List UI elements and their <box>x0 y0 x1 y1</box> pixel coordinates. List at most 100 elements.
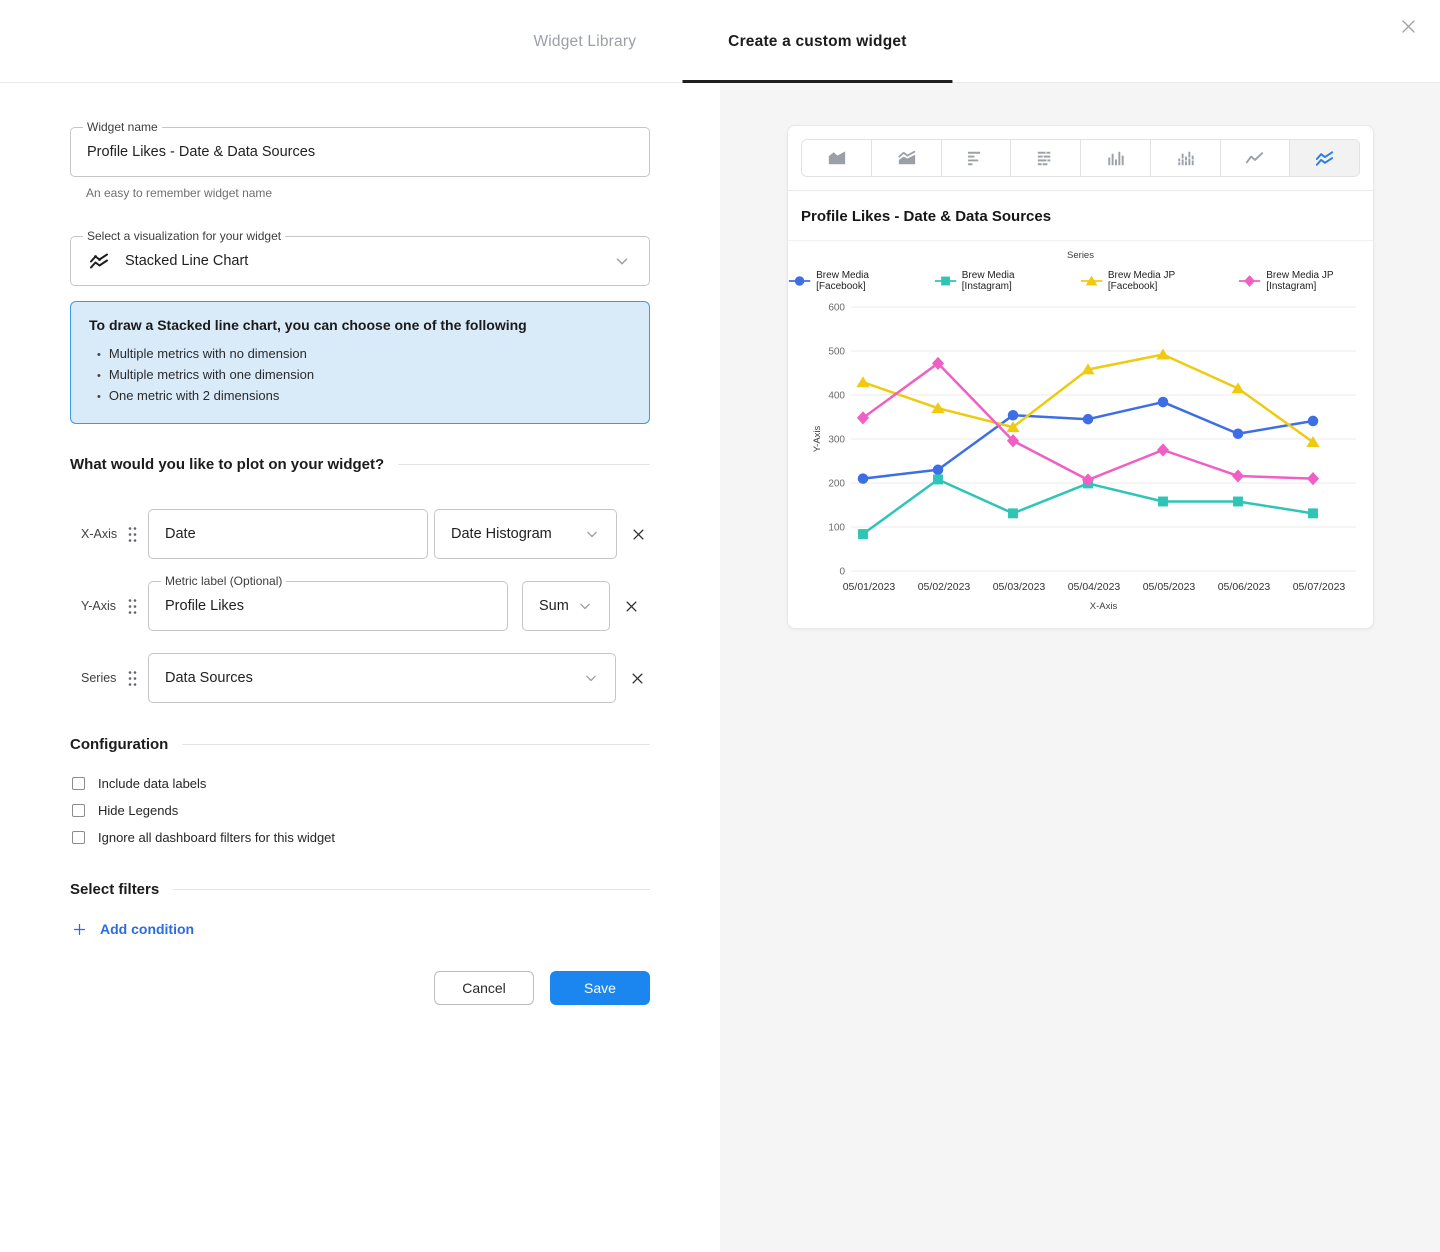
x-axis-label: X-Axis <box>81 527 118 541</box>
legend-marker-icon <box>934 276 956 286</box>
horizontal-bar-chart-icon <box>964 147 987 170</box>
legend-item[interactable]: Brew Media [Facebook] <box>788 270 910 292</box>
svg-text:05/05/2023: 05/05/2023 <box>1143 581 1196 593</box>
x-axis-field[interactable]: Date <box>148 509 428 559</box>
visualization-select[interactable]: Select a visualization for your widget S… <box>70 229 650 286</box>
close-icon[interactable] <box>1390 8 1426 44</box>
column-chart-button[interactable] <box>1081 140 1151 176</box>
data-point <box>1306 436 1320 448</box>
area-chart-icon <box>825 147 848 170</box>
info-box-title: To draw a Stacked line chart, you can ch… <box>89 317 527 333</box>
y-axis-aggregation-select[interactable]: Sum <box>522 581 610 631</box>
configuration-title: Configuration <box>70 736 169 753</box>
svg-text:600: 600 <box>828 303 845 314</box>
checkbox-icon <box>72 830 85 844</box>
stacked-horizontal-bar-chart-button[interactable] <box>1011 140 1081 176</box>
column-chart-icon <box>1104 147 1127 170</box>
y-axis-label: Y-Axis <box>81 599 116 613</box>
chevron-down-icon <box>582 524 602 544</box>
data-point <box>1006 421 1020 433</box>
checkbox-include-data-labels[interactable]: Include data labels <box>70 773 650 793</box>
data-point <box>932 464 944 476</box>
stacked-line-chart-icon <box>1313 147 1336 170</box>
data-point <box>1081 473 1095 487</box>
data-point <box>1081 363 1095 375</box>
line-chart-button[interactable] <box>1220 140 1291 176</box>
data-point <box>1158 496 1168 507</box>
modal-header: Widget Library Create a custom widget <box>0 0 1440 83</box>
x-axis-aggregation-select[interactable]: Date Histogram <box>434 509 617 559</box>
tab-create-custom-widget[interactable]: Create a custom widget <box>682 0 952 83</box>
stacked-area-chart-button[interactable] <box>871 140 942 176</box>
svg-text:05/01/2023: 05/01/2023 <box>843 581 896 593</box>
configuration-options: Include data labels Hide Legends Ignore … <box>70 773 650 847</box>
chevron-down-icon <box>581 668 601 688</box>
widget-name-helper: An easy to remember widget name <box>86 186 273 200</box>
x-axis-value: Date <box>165 526 196 542</box>
widget-name-field[interactable]: Widget name Profile Likes - Date & Data … <box>70 120 650 177</box>
svg-text:200: 200 <box>828 479 845 490</box>
plot-section-header: What would you like to plot on your widg… <box>70 456 650 473</box>
visualization-label: Select a visualization for your widget <box>83 229 286 243</box>
widget-name-value: Profile Likes - Date & Data Sources <box>87 144 316 160</box>
x-axis-aggregation-value: Date Histogram <box>451 526 552 542</box>
horizontal-bar-chart-button[interactable] <box>941 140 1012 176</box>
series-value: Data Sources <box>165 670 253 686</box>
save-button[interactable]: Save <box>550 971 650 1005</box>
svg-text:05/07/2023: 05/07/2023 <box>1293 581 1346 593</box>
data-point <box>1007 409 1019 421</box>
data-point <box>1231 382 1245 394</box>
stacked-line-chart-button[interactable] <box>1290 140 1359 176</box>
cancel-button[interactable]: Cancel <box>434 971 534 1005</box>
legend-item[interactable]: Brew Media JP [Instagram] <box>1238 270 1373 292</box>
legend-item[interactable]: Brew Media [Instagram] <box>934 270 1056 292</box>
data-point <box>858 529 868 539</box>
legend-marker-icon <box>1239 275 1261 287</box>
data-point <box>931 402 945 414</box>
chart-type-toolbar <box>801 139 1360 177</box>
chevron-down-icon <box>575 596 595 616</box>
tab-widget-library[interactable]: Widget Library <box>533 32 637 50</box>
widget-form-panel: Widget name Profile Likes - Date & Data … <box>0 83 720 1252</box>
plot-section-title: What would you like to plot on your widg… <box>70 456 385 473</box>
preview-title: Profile Likes - Date & Data Sources <box>801 208 1052 225</box>
add-condition-button[interactable]: Add condition <box>72 921 650 937</box>
svg-text:05/03/2023: 05/03/2023 <box>993 581 1046 593</box>
svg-text:500: 500 <box>828 347 845 358</box>
svg-text:400: 400 <box>828 391 845 402</box>
line-chart-icon <box>1243 147 1266 170</box>
drag-handle-icon[interactable] <box>127 670 139 687</box>
widget-name-label: Widget name <box>83 120 162 134</box>
legend-item-label: Brew Media JP [Facebook] <box>1107 270 1175 292</box>
checkbox-ignore-dashboard-filters[interactable]: Ignore all dashboard filters for this wi… <box>70 827 650 847</box>
y-axis-metric-field[interactable]: Metric label (Optional) Profile Likes <box>148 574 508 631</box>
stacked-horizontal-bar-chart-icon <box>1034 147 1057 170</box>
series-select[interactable]: Data Sources <box>148 653 616 703</box>
legend-item-label: Brew Media JP [Instagram] <box>1266 270 1334 292</box>
legend-item[interactable]: Brew Media JP [Facebook] <box>1080 270 1214 292</box>
remove-x-axis-icon[interactable] <box>628 524 648 544</box>
stacked-column-chart-button[interactable] <box>1150 140 1221 176</box>
legend-item-label: Brew Media [Instagram] <box>961 270 1015 292</box>
data-point <box>1156 443 1170 457</box>
visualization-value: Stacked Line Chart <box>125 253 249 269</box>
drag-handle-icon[interactable] <box>127 526 139 543</box>
area-chart-button[interactable] <box>802 140 872 176</box>
drag-handle-icon[interactable] <box>127 598 139 615</box>
data-point <box>1233 496 1243 507</box>
configuration-header: Configuration <box>70 736 650 753</box>
data-point <box>1082 413 1094 425</box>
data-point <box>933 474 943 485</box>
chevron-down-icon <box>611 250 633 272</box>
x-axis-row: X-Axis Date Date Histogram <box>70 509 650 559</box>
svg-text:Y-Axis: Y-Axis <box>812 425 823 452</box>
list-item: • One metric with 2 dimensions <box>97 388 280 403</box>
svg-text:100: 100 <box>828 523 845 534</box>
remove-series-icon[interactable] <box>627 668 647 688</box>
checkbox-hide-legends[interactable]: Hide Legends <box>70 800 650 820</box>
data-point <box>1308 508 1318 519</box>
select-filters-header: Select filters <box>70 881 650 898</box>
checkbox-icon <box>72 803 85 817</box>
info-box: To draw a Stacked line chart, you can ch… <box>70 301 650 424</box>
remove-y-axis-icon[interactable] <box>621 596 641 616</box>
